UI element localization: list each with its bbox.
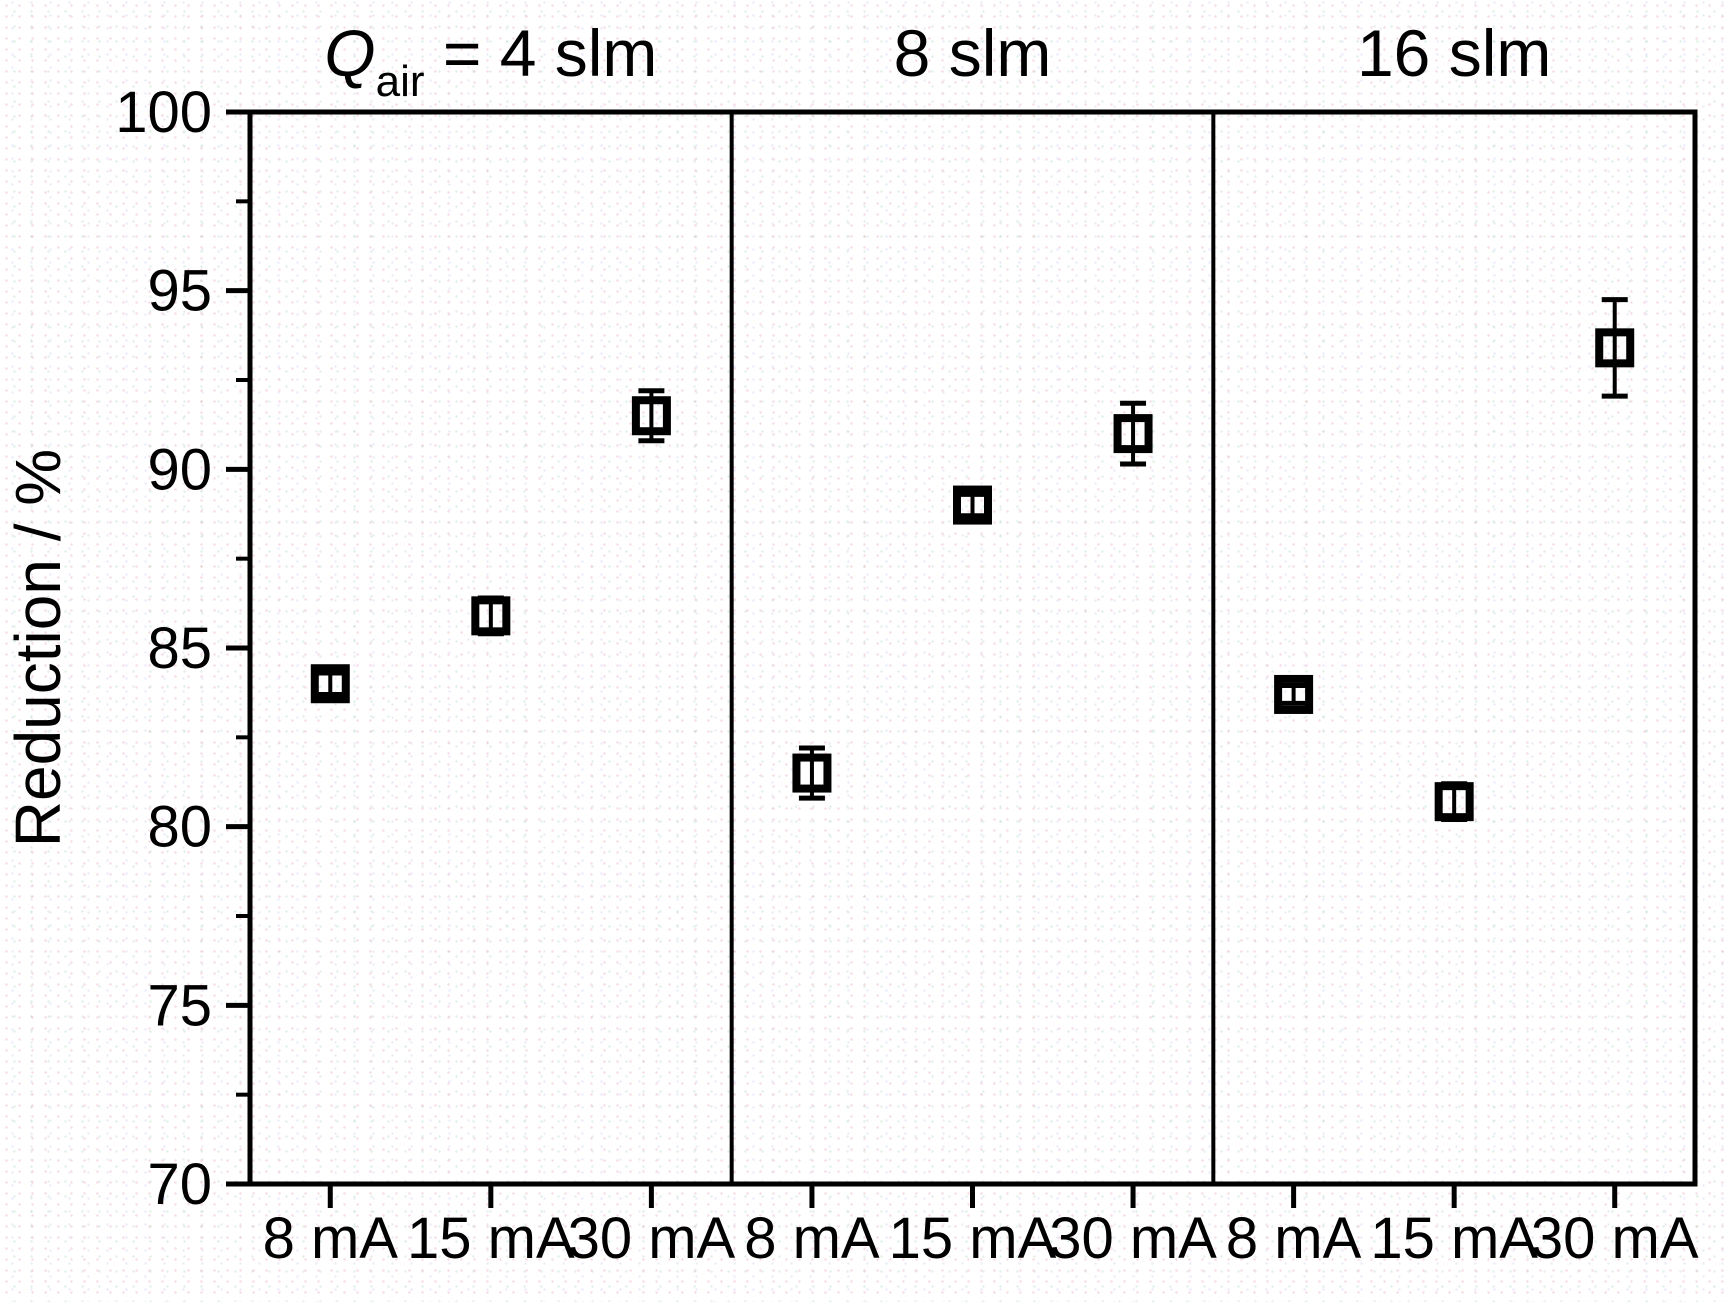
- panel-title: 16 slm: [1357, 16, 1551, 90]
- marker-square: [1113, 414, 1153, 454]
- marker-square: [631, 396, 671, 436]
- marker-square: [310, 664, 350, 704]
- x-tick-label: 30 mA: [1531, 1206, 1699, 1271]
- x-tick-label: 15 mA: [1370, 1206, 1538, 1271]
- y-tick-label: 90: [147, 437, 212, 502]
- marker-square: [953, 485, 992, 525]
- plot-frame: [247, 109, 1698, 1187]
- x-tick-label: 8 mA: [1226, 1206, 1362, 1271]
- marker-square: [1274, 674, 1314, 714]
- x-tick-label: 30 mA: [1049, 1206, 1217, 1271]
- panel-title-part: Q: [324, 16, 375, 90]
- y-tick-label: 70: [147, 1152, 212, 1217]
- panel-title: Qair = 4 slm: [324, 16, 657, 106]
- x-tick-label: 8 mA: [263, 1206, 399, 1271]
- panel-title-part: = 4 slm: [425, 16, 658, 90]
- marker-square: [1434, 782, 1474, 822]
- y-tick-label: 95: [147, 259, 212, 324]
- panel-title-part: 16 slm: [1357, 16, 1551, 90]
- y-axis-title: Reduction / %: [2, 449, 74, 847]
- marker-square: [792, 753, 832, 793]
- panel-title: 8 slm: [894, 16, 1052, 90]
- panel-title-part: air: [376, 57, 425, 106]
- marker-square: [1595, 328, 1635, 368]
- x-tick-label: 30 mA: [568, 1206, 736, 1271]
- y-tick-label: 100: [115, 80, 212, 145]
- panel-title-part: 8 slm: [894, 16, 1052, 90]
- x-tick-label: 15 mA: [889, 1206, 1057, 1271]
- x-tick-label: 15 mA: [407, 1206, 575, 1271]
- y-tick-label: 85: [147, 616, 212, 681]
- x-tick-label: 8 mA: [744, 1206, 880, 1271]
- marker-square: [471, 596, 511, 636]
- y-tick-label: 80: [147, 795, 212, 860]
- y-tick-label: 75: [147, 973, 212, 1038]
